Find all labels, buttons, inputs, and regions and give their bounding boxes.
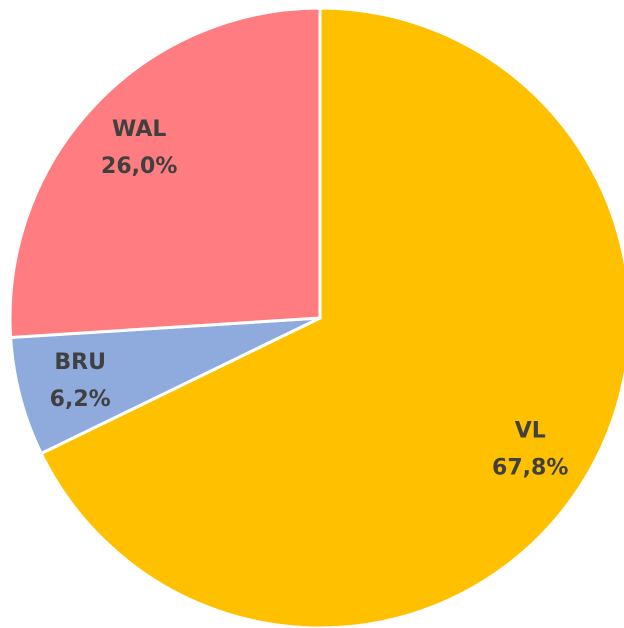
slice-value-label: 6,2%	[50, 387, 111, 412]
pie-slice	[9, 316, 321, 456]
slice-value-label: 67,8%	[492, 456, 568, 481]
slice-category-label: BRU	[54, 350, 106, 375]
slice-value-label: 26,0%	[101, 154, 177, 179]
slice-category-label: VL	[515, 419, 546, 444]
pie-slice	[39, 6, 624, 628]
slice-category-label: WAL	[112, 117, 166, 142]
pie-slice	[8, 6, 322, 340]
